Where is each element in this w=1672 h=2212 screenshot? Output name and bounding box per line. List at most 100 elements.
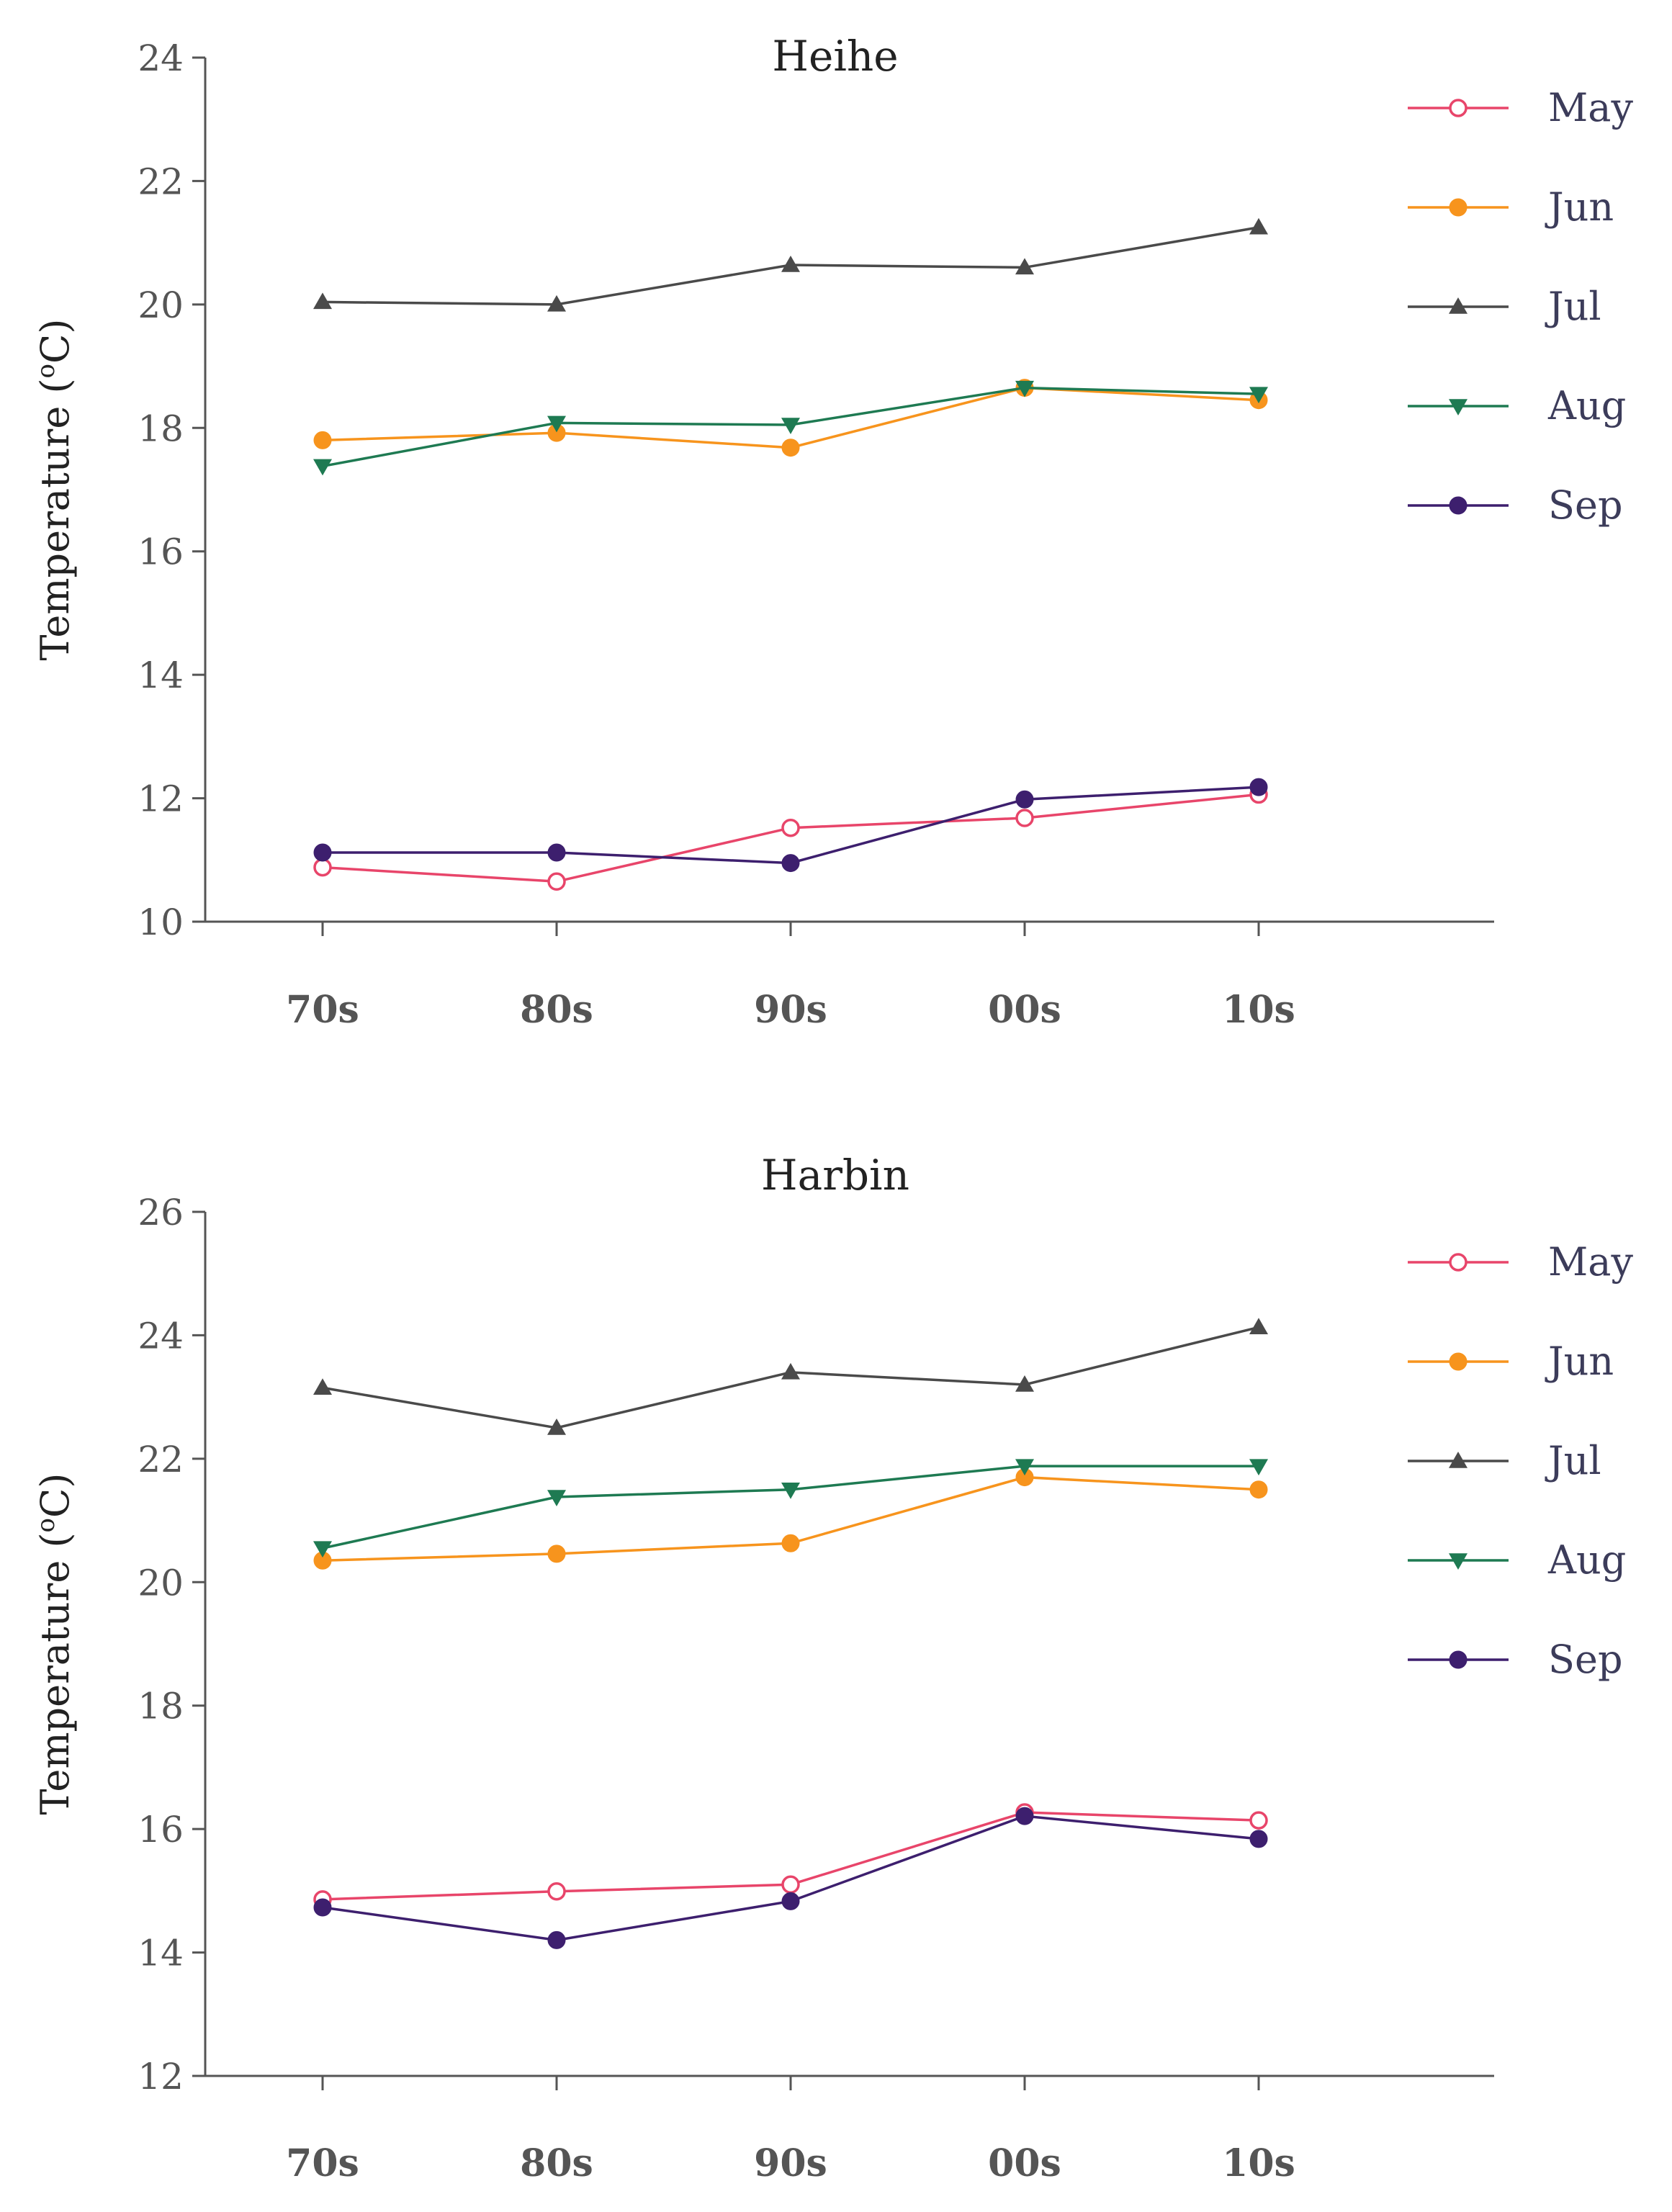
legend-item-aug: Aug (1408, 383, 1626, 428)
x-tick-label: 70s (286, 2141, 359, 2185)
x-tick-label: 90s (754, 988, 827, 1032)
series-aug (313, 1459, 1268, 1558)
data-point-jul (781, 1362, 800, 1380)
y-tick-label: 14 (138, 1933, 184, 1974)
series-jul (313, 1318, 1268, 1435)
y-tick-label: 16 (138, 1809, 184, 1851)
legend-label: Jul (1545, 284, 1601, 329)
data-point-sep (313, 1898, 332, 1917)
data-point-jul (781, 256, 800, 272)
legend-item-sep: Sep (1408, 1637, 1623, 1682)
data-point-sep (1015, 790, 1034, 809)
y-tick-label: 16 (138, 531, 184, 573)
legend-marker (1449, 1650, 1468, 1669)
y-tick-label: 20 (138, 284, 184, 326)
legend-label: Aug (1547, 1537, 1626, 1583)
y-tick-label: 22 (138, 1439, 184, 1480)
legend-label: May (1548, 1239, 1633, 1285)
legend-marker (1449, 1452, 1468, 1468)
y-tick-label: 24 (138, 37, 184, 79)
legend-marker (1449, 297, 1468, 314)
data-point-may (1015, 809, 1034, 827)
y-tick-label: 14 (138, 655, 184, 696)
data-point-jun (313, 431, 332, 449)
legend-label: Jun (1545, 1339, 1614, 1384)
chart-panel-heihe: Heihe 10 12 14 16 18 20 22 24 70s 80s 90s 00s 10s Temp… (32, 32, 1633, 1032)
data-point-may (781, 1875, 800, 1894)
y-tick-label: 20 (138, 1562, 184, 1604)
series-may (313, 1803, 1268, 1909)
data-point-jul (313, 1378, 332, 1395)
legend-item-jul: Jul (1408, 284, 1601, 329)
y-axis-label-text: Temperature ( (32, 378, 78, 660)
x-tick-label: 10s (1222, 2141, 1295, 2185)
chart-title: Harbin (761, 1151, 909, 1200)
legend-item-may: May (1408, 1239, 1633, 1285)
data-point-aug (1015, 380, 1034, 397)
legend-item-sep: Sep (1408, 482, 1623, 528)
legend-marker (1449, 1253, 1468, 1272)
x-tick-label: 80s (520, 2141, 593, 2185)
y-tick-label: 12 (138, 2056, 184, 2098)
series-sep (313, 778, 1268, 873)
legend-item-may: May (1408, 85, 1633, 130)
y-tick-label: 24 (138, 1315, 184, 1357)
y-tick-label: 18 (138, 1686, 184, 1727)
data-point-aug (547, 415, 566, 433)
data-point-sep (1015, 1807, 1034, 1825)
y-axis-label-text: Temperature ( (32, 1532, 78, 1815)
data-point-aug (781, 1482, 800, 1499)
data-point-aug (1249, 1459, 1268, 1476)
data-point-aug (1249, 387, 1268, 404)
legend-marker (1449, 399, 1468, 415)
data-point-may (1249, 1811, 1268, 1830)
legend-label: Sep (1548, 482, 1623, 528)
legend-item-jun: Jun (1408, 184, 1614, 230)
legend-item-jul: Jul (1408, 1438, 1601, 1483)
data-point-jul (1249, 217, 1268, 235)
data-point-sep (781, 854, 800, 873)
data-point-jul (547, 295, 566, 312)
y-axis-label-unit: C) (32, 319, 78, 364)
data-point-jul (1015, 1375, 1034, 1392)
series-sep (313, 1807, 1268, 1949)
y-tick-label: 22 (138, 161, 184, 202)
data-point-aug (547, 1490, 566, 1506)
data-point-jul (547, 1419, 566, 1435)
x-tick-label: 00s (988, 2141, 1061, 2185)
y-axis-label: Temperature (oC) (32, 1473, 78, 1815)
data-point-aug (313, 459, 332, 476)
x-tick-label: 10s (1222, 988, 1295, 1032)
data-point-may (781, 818, 800, 837)
series-jul (313, 217, 1268, 312)
legend-label: Aug (1547, 383, 1626, 428)
y-tick-label: 10 (138, 902, 184, 943)
y-axis-label-degree: o (32, 1518, 60, 1532)
legend-marker (1449, 1553, 1468, 1570)
y-tick-label: 12 (138, 778, 184, 820)
data-point-jul (1249, 1318, 1268, 1335)
data-point-aug (313, 1541, 332, 1558)
legend-marker (1449, 99, 1468, 117)
data-point-jul (1015, 258, 1034, 275)
data-point-sep (1249, 778, 1268, 796)
legend-label: Jun (1545, 184, 1614, 230)
x-tick-label: 90s (754, 2141, 827, 2185)
data-point-sep (313, 843, 332, 862)
legend-label: Jul (1545, 1438, 1601, 1483)
data-point-aug (781, 418, 800, 434)
legend-label: Sep (1548, 1637, 1623, 1682)
data-point-jun (1249, 1480, 1268, 1499)
y-tick-label: 26 (138, 1192, 184, 1233)
y-axis-label-unit: C) (32, 1473, 78, 1518)
data-point-sep (547, 843, 566, 862)
data-point-may (547, 1881, 566, 1901)
data-point-sep (547, 1930, 566, 1949)
y-axis-label: Temperature (oC) (32, 319, 78, 661)
legend-item-aug: Aug (1408, 1537, 1626, 1583)
x-tick-label: 70s (286, 988, 359, 1032)
data-point-may (313, 858, 332, 877)
series-jun (313, 1468, 1268, 1570)
legend-item-jun: Jun (1408, 1339, 1614, 1384)
